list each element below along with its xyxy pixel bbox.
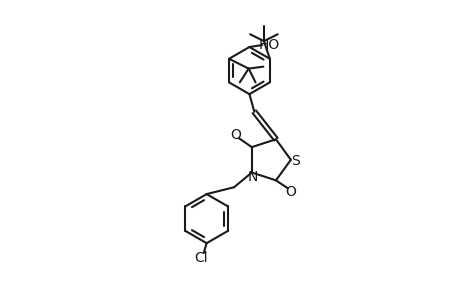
Text: N: N: [247, 170, 257, 184]
Text: Cl: Cl: [194, 251, 207, 266]
Text: S: S: [291, 154, 299, 168]
Text: HO: HO: [258, 38, 280, 52]
Text: O: O: [285, 184, 296, 199]
Text: O: O: [230, 128, 241, 142]
